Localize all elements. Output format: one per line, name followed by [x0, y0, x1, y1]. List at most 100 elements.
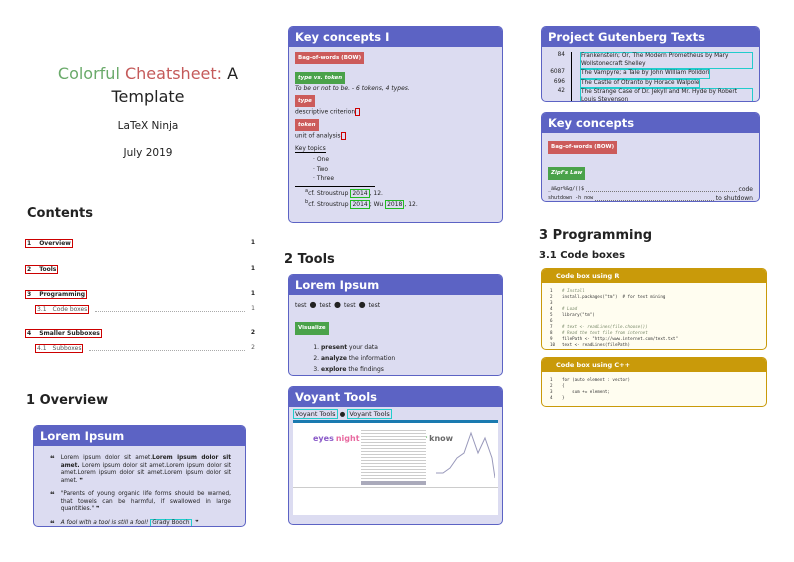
author: LaTeX Ninja [117, 120, 179, 132]
line-number: 9 [550, 336, 553, 341]
book-link[interactable]: The Castle of Otranto by Horace Walpole [580, 78, 701, 88]
code-line: # Load [562, 306, 578, 311]
gutenberg-row: 6087 The Vampyre; a Tale by John William … [550, 69, 753, 79]
key-concepts-i-box: Key concepts I Bag-of-words (BOW) type v… [288, 26, 503, 223]
test-item: test [368, 302, 381, 309]
step-item: explore the findings [321, 364, 496, 375]
book-id: 84 [550, 52, 572, 69]
quote: ❝ "Parents of young organic life forms sh… [50, 490, 231, 512]
cpp-code: 1 for (auto element : vector) 2 { 3 sum +=… [542, 372, 766, 406]
tools-lorem-box: Lorem Ipsum test ● test ● test ● test Visualiz… [288, 274, 503, 376]
gutenberg-box: Project Gutenberg Texts 84 Frankenstein; … [541, 26, 760, 102]
toc-entry[interactable]: 4 Smaller Subboxes 2 [25, 329, 255, 338]
toc-link[interactable]: 2 Tools [25, 265, 59, 274]
topic-item: · Two [313, 165, 329, 173]
box-title: Key concepts [542, 113, 759, 133]
test-items: test ● test ● test ● test [295, 300, 496, 310]
book-link[interactable]: Frankenstein; Or, The Modern Prometheus … [580, 52, 753, 69]
box-title: Lorem Ipsum [289, 275, 502, 295]
quote-open-icon: ❝ [50, 490, 55, 499]
key-topics-label: Key topics [295, 145, 326, 153]
quote-open-icon: ❝ [50, 454, 55, 463]
code-line: filePath <- "http://www.internet.com/tex… [562, 336, 678, 341]
code-line: { [562, 383, 565, 388]
toc-link[interactable]: 1 Overview [25, 239, 73, 248]
r-code-box: Code box using R 1 # Install 2 install.pac… [541, 268, 767, 350]
shortcut-row: _ä&gr%&g/()$ code [548, 186, 753, 193]
bullet-icon: ● [358, 300, 366, 309]
line-number: 8 [550, 330, 553, 335]
book-id: 6087 [550, 69, 572, 79]
quote-close-icon: ❞ [195, 519, 199, 526]
line-number: 6 [550, 318, 553, 323]
toc-link[interactable]: 3.1 Code boxes [35, 305, 90, 314]
toc-entry[interactable]: 4.1 Subboxes 2 [35, 344, 255, 353]
voyant-tools-box: Voyant Tools Voyant Tools ● Voyant Tools… [288, 386, 503, 525]
reader-scrollbar [361, 481, 426, 485]
toc-entry[interactable]: 1 Overview 1 [25, 239, 255, 248]
tag-bow: Bag-of-words (BOW) [548, 141, 618, 154]
shortcut-row: shutdown -h now to shutdown [548, 195, 753, 202]
toc-page: 1 [250, 265, 255, 272]
toc-page: 1 [251, 305, 255, 312]
reader-panel [361, 428, 426, 481]
voyant-link[interactable]: Voyant Tools [293, 409, 338, 419]
test-item: test [319, 302, 332, 309]
gutenberg-row: 84 Frankenstein; Or, The Modern Prometheu… [550, 52, 753, 69]
key-concepts-box: Key concepts Bag-of-words (BOW) Zipf's L… [541, 112, 760, 202]
word-cloud: eyesnightmanlifefatherknow [313, 435, 453, 443]
toc-link[interactable]: 4 Smaller Subboxes [25, 329, 102, 338]
test-item: test [344, 302, 356, 309]
book-link[interactable]: The Strange Case of Dr. Jekyll and Mr. H… [580, 88, 753, 101]
toc-entry[interactable]: 3 Programming 1 [25, 290, 255, 299]
tag-zipf: Zipf's Law [548, 167, 586, 180]
test-item: test [295, 302, 307, 309]
line-number: 10 [550, 342, 556, 347]
footnote-b: bcf. Stroustrup 2014; Wu 2018, 12. [305, 198, 418, 209]
code-line: # Install [562, 288, 585, 293]
voyant-link[interactable]: Voyant Tools [347, 409, 392, 419]
box-title: Code box using C++ [542, 358, 766, 372]
line-number: 2 [550, 294, 553, 299]
quote: ❝ A fool with a tool is still a fool! Gra… [50, 518, 199, 527]
panel-divider [293, 487, 498, 488]
toc-link[interactable]: 3 Programming [25, 290, 88, 299]
line-number: 3 [550, 300, 553, 305]
quote-close-icon: ❞ [79, 477, 83, 484]
book-link[interactable]: The Vampyre; a Tale by John William Poli… [580, 69, 711, 79]
box-title: Voyant Tools [289, 387, 502, 407]
cloud-word: know [429, 434, 454, 443]
footnote-link[interactable] [355, 108, 361, 116]
line-number: 1 [550, 377, 553, 382]
date: July 2019 [123, 147, 173, 159]
citation-link[interactable]: Grady Booch [150, 518, 192, 526]
toc-heading: Contents [27, 206, 93, 221]
box-title: Lorem Ipsum [34, 426, 245, 446]
toc-entry[interactable]: 2 Tools 1 [25, 265, 255, 274]
cpp-code-box: Code box using C++ 1 for (auto element : … [541, 357, 767, 407]
section-tools: 2 Tools [284, 252, 335, 267]
quote: ❝ Lorem ipsum dolor sit amet.Lorem ipsum … [50, 454, 232, 484]
toc-entry[interactable]: 3.1 Code boxes 1 [35, 305, 255, 314]
line-number: 5 [550, 312, 553, 317]
footnote-link[interactable] [340, 131, 346, 140]
line-number: 2 [550, 383, 553, 388]
quote-close-icon: ❞ [96, 506, 100, 512]
toc-link[interactable]: 4.1 Subboxes [35, 344, 84, 353]
document-title: Colorful Cheatsheet: A Template [57, 64, 239, 106]
gutenberg-row: 696 The Castle of Otranto by Horace Walpo… [550, 78, 753, 88]
topic-item: · Three [313, 175, 335, 182]
r-code: 1 # Install 2 install.packages("tm") # for… [542, 283, 766, 349]
quote-open-icon: ❝ [50, 518, 55, 527]
book-id: 42 [550, 88, 572, 101]
bullet-icon: ● [309, 300, 317, 309]
box-title: Key concepts I [289, 27, 502, 47]
section-programming: 3 Programming [539, 228, 653, 243]
tag-type: type [295, 95, 315, 107]
code-line: install.packages("tm") # for text mining [562, 294, 666, 299]
tag-token: token [295, 118, 319, 131]
box-title: Code box using R [542, 269, 766, 283]
footnote-a: acf. Stroustrup 2014, 12. [305, 187, 383, 198]
toc-page: 1 [250, 290, 255, 297]
section-overview: 1 Overview [26, 393, 109, 408]
